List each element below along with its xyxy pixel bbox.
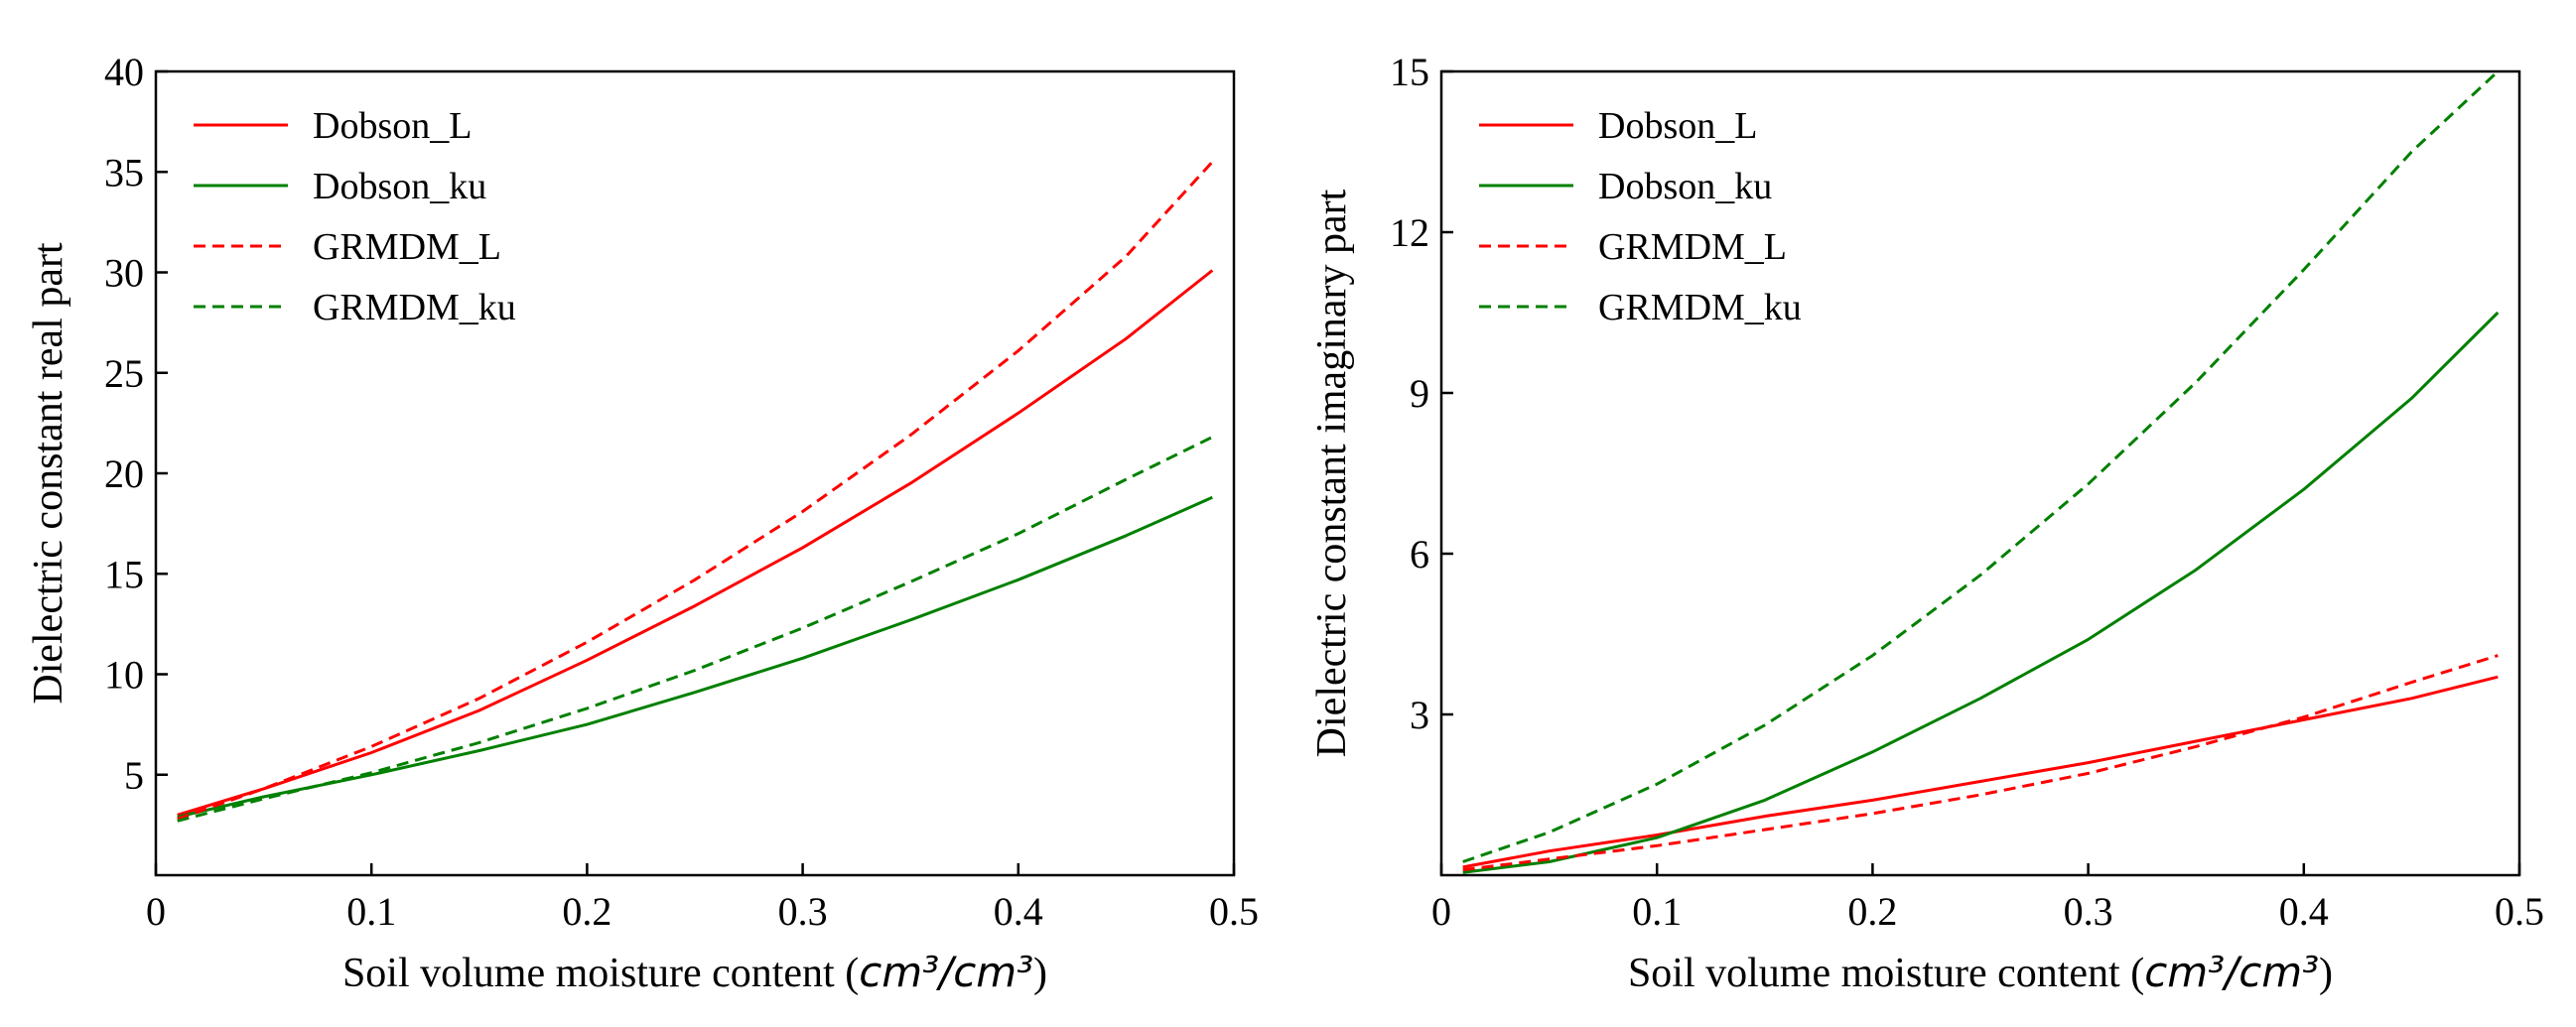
series-line-dobson-ku — [177, 495, 1213, 819]
series-line-dobson-ku — [1462, 311, 2500, 874]
series-line-dobson-l — [177, 269, 1214, 817]
series-line-grmdm-l — [1462, 654, 2499, 872]
y-tick-label: 6 — [1410, 532, 1429, 577]
x-axis-label: Soil volume moisture content (cm³/cm³) — [1628, 948, 2333, 996]
legend-label: Dobson_L — [1598, 105, 1757, 147]
x-tick-label: 0 — [1431, 889, 1451, 934]
x-tick-label: 0.5 — [2495, 889, 2544, 934]
y-tick-label: 9 — [1410, 371, 1429, 416]
x-axis-label-text: Soil volume moisture content ( — [1628, 951, 2144, 996]
x-tick-label: 0.3 — [778, 889, 828, 934]
y-tick-label: 10 — [104, 653, 144, 698]
y-tick-label: 35 — [104, 150, 144, 194]
y-tick-label: 3 — [1410, 693, 1429, 737]
x-tick-label: 0 — [146, 889, 166, 934]
x-tick-label: 0.4 — [2279, 889, 2329, 934]
x-tick-label: 0.5 — [1209, 889, 1259, 934]
y-tick-label: 40 — [104, 50, 144, 94]
series-line-grmdm-ku — [1462, 71, 2500, 863]
legend-label: GRMDM_ku — [313, 287, 516, 328]
x-tick-label: 0.4 — [994, 889, 1043, 934]
series-line-grmdm-ku — [177, 436, 1213, 823]
legend-label: Dobson_L — [313, 105, 472, 147]
y-tick-label: 25 — [104, 351, 144, 396]
legend-label: GRMDM_L — [313, 226, 501, 268]
y-tick-label: 15 — [1390, 50, 1429, 94]
x-tick-label: 0.3 — [2064, 889, 2113, 934]
x-axis-label: Soil volume moisture content (cm³/cm³) — [342, 948, 1047, 996]
x-tick-label: 0.1 — [346, 889, 396, 934]
x-tick-label: 0.2 — [1847, 889, 1897, 934]
y-axis-label: Dielectric constant imaginary part — [1309, 189, 1355, 757]
series-line-grmdm-l — [177, 161, 1214, 821]
series-line-dobson-l — [1462, 675, 2499, 869]
y-tick-label: 5 — [124, 753, 144, 798]
x-axis-unit: cm³/cm³ — [2144, 948, 2319, 996]
y-axis-label: Dielectric constant real part — [26, 242, 71, 705]
y-tick-label: 15 — [104, 552, 144, 596]
chart-real-part: 0 0.1 0.2 0.3 0.4 0.5 5 10 15 20 25 30 35 40 Soil volu… — [26, 50, 1259, 996]
y-tick-label: 12 — [1390, 210, 1429, 255]
x-axis-label-text: Soil volume moisture content ( — [342, 951, 859, 996]
y-tick-label: 30 — [104, 251, 144, 296]
legend-label: GRMDM_ku — [1598, 287, 1802, 328]
x-tick-label: 0.1 — [1632, 889, 1682, 934]
y-tick-label: 20 — [104, 451, 144, 496]
x-axis-unit: cm³/cm³ — [859, 948, 1033, 996]
x-axis-label-close: ) — [2319, 951, 2333, 996]
plot-frame — [1439, 69, 2521, 877]
legend-label: Dobson_ku — [1598, 166, 1772, 207]
x-tick-label: 0.2 — [562, 889, 611, 934]
legend-label: GRMDM_L — [1598, 226, 1787, 268]
chart-imaginary-part: 0 0.1 0.2 0.3 0.4 0.5 3 6 9 12 15 Soil volume moist… — [1309, 50, 2544, 996]
x-axis-label-close: ) — [1033, 951, 1047, 996]
legend-label: Dobson_ku — [313, 166, 486, 207]
